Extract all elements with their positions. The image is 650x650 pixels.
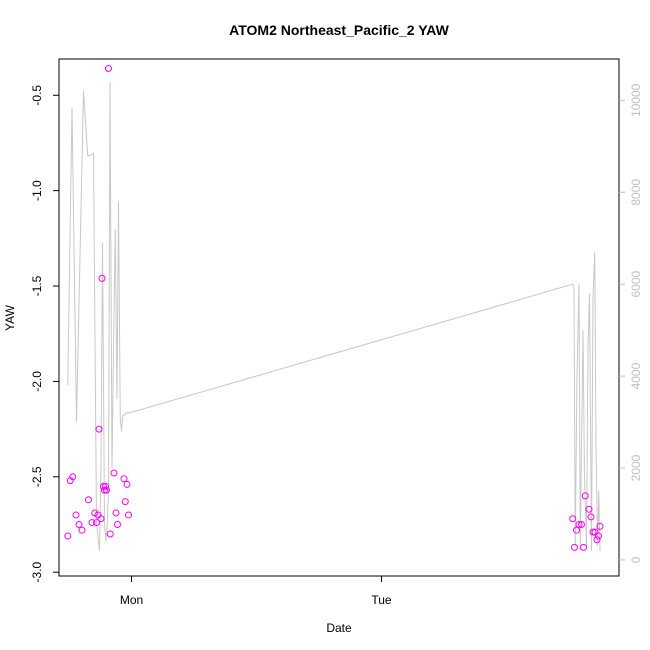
y-axis-right: 0 2000 4000 6000 8000 10000: [619, 83, 643, 563]
y-tick-label: -1.5: [30, 275, 44, 296]
data-point: [580, 543, 587, 551]
x-axis: Mon Tue: [120, 576, 392, 607]
data-point: [571, 543, 578, 551]
data-point: [110, 469, 118, 477]
y-right-tick-label: 10000: [629, 83, 643, 117]
data-point: [123, 480, 131, 488]
data-point: [95, 425, 103, 433]
y-right-tick-label: 4000: [629, 362, 643, 389]
x-tick-label: Tue: [371, 593, 392, 607]
y-tick-label: -3.0: [30, 562, 44, 583]
data-point: [589, 528, 597, 536]
x-axis-label: Date: [326, 621, 352, 635]
data-point: [93, 519, 100, 527]
data-line-layer: [67, 81, 601, 551]
y-tick-label: -0.5: [30, 85, 44, 106]
y-tick-label: -1.0: [30, 180, 44, 201]
y-right-tick-label: 0: [629, 556, 643, 563]
data-point: [596, 522, 604, 530]
data-point: [114, 520, 121, 528]
data-point: [112, 509, 120, 517]
y-axis-left: -0.5 -1.0 -1.5 -2.0 -2.5 -3.0: [30, 85, 59, 583]
data-points-layer: [64, 65, 604, 551]
data-point: [105, 65, 112, 73]
y-tick-label: -2.5: [30, 466, 44, 487]
data-point: [78, 526, 86, 534]
y-axis-label: YAW: [3, 304, 17, 331]
data-point: [575, 520, 583, 528]
data-point: [595, 532, 602, 540]
data-point: [106, 530, 114, 538]
data-point: [97, 515, 105, 523]
data-point: [581, 492, 589, 500]
data-point: [103, 486, 110, 494]
y-right-tick-label: 8000: [629, 179, 643, 206]
data-point: [593, 536, 601, 544]
data-point: [88, 519, 96, 527]
data-point: [591, 528, 599, 536]
y-right-tick-label: 2000: [629, 454, 643, 481]
data-point: [121, 498, 129, 506]
x-tick-label: Mon: [120, 593, 143, 607]
data-point: [578, 520, 585, 528]
data-point: [75, 520, 83, 528]
plot-frame: [58, 58, 620, 577]
data-point: [585, 505, 593, 513]
data-point: [98, 274, 106, 282]
series-line: [67, 81, 601, 551]
y-right-tick-label: 6000: [629, 271, 643, 298]
data-point: [102, 482, 109, 490]
chart-title: ATOM2 Northeast_Pacific_2 YAW: [229, 22, 449, 38]
data-point: [69, 473, 77, 481]
data-point: [569, 515, 577, 523]
y-tick-label: -2.0: [30, 371, 44, 392]
data-point: [64, 532, 72, 540]
data-point: [101, 486, 108, 494]
data-point: [573, 526, 580, 534]
data-point: [85, 496, 92, 504]
data-point: [125, 511, 132, 519]
data-point: [587, 513, 595, 521]
data-point: [72, 511, 80, 519]
data-point: [120, 475, 128, 483]
